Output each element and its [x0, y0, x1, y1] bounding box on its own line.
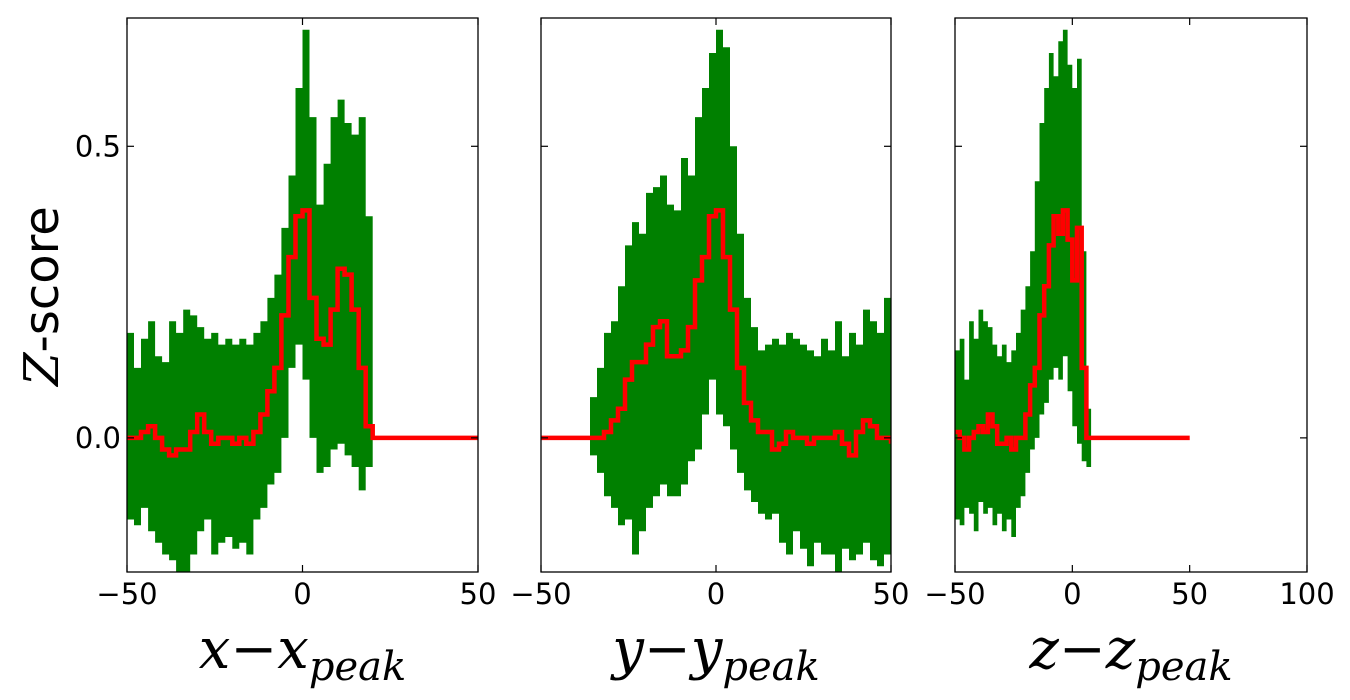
x-tick-label: −50 — [924, 577, 985, 611]
x-tick-label: 0 — [707, 577, 725, 611]
x-tick-label: 100 — [1279, 577, 1334, 611]
x-tick-label: −50 — [510, 577, 571, 611]
x-axis-label: z−zpeak — [1028, 617, 1232, 690]
band-area — [955, 29, 1190, 537]
y-axis-label-rest: -score — [14, 206, 70, 352]
panel-1: −50 0 50 0.0 0.5 x−xpeak — [75, 17, 497, 690]
y-tick-label: 0.5 — [75, 129, 121, 163]
x-axis-label-sub: peak — [309, 644, 406, 690]
y-axis-label: Z-score — [14, 206, 70, 388]
band-area — [127, 29, 478, 572]
mean-line — [541, 208, 891, 458]
y-tick-label: 0.0 — [75, 421, 121, 455]
y-axis-label-var: Z — [14, 351, 70, 388]
x-axis-label: x−xpeak — [199, 617, 406, 690]
x-axis-label-sub: peak — [722, 644, 819, 690]
x-axis-label-var: z−z — [1028, 617, 1135, 682]
x-tick-label: 50 — [1171, 577, 1208, 611]
panel-2: −50 0 50 y−ypeak — [510, 17, 910, 690]
x-axis-label-var: x−x — [199, 617, 309, 682]
x-tick-label: 0 — [1063, 577, 1081, 611]
panel-3: −50 0 50 100 z−zpeak — [924, 17, 1335, 690]
band-area — [541, 29, 891, 572]
x-tick-label: 50 — [460, 577, 497, 611]
x-tick-label: −50 — [96, 577, 157, 611]
x-tick-label: 0 — [293, 577, 311, 611]
mean-line — [127, 208, 478, 458]
x-axis-label-sub: peak — [1135, 644, 1232, 690]
panel-frame — [954, 17, 1308, 573]
x-axis-label: y−ypeak — [609, 617, 820, 690]
x-axis-label-var: y−y — [609, 617, 724, 682]
x-tick-label: 50 — [873, 577, 910, 611]
mean-line — [955, 208, 1190, 452]
panels: −50 0 500.00.5x−xpeak−50 0 50y−ypeak−50 0 50 10… — [75, 17, 1335, 690]
